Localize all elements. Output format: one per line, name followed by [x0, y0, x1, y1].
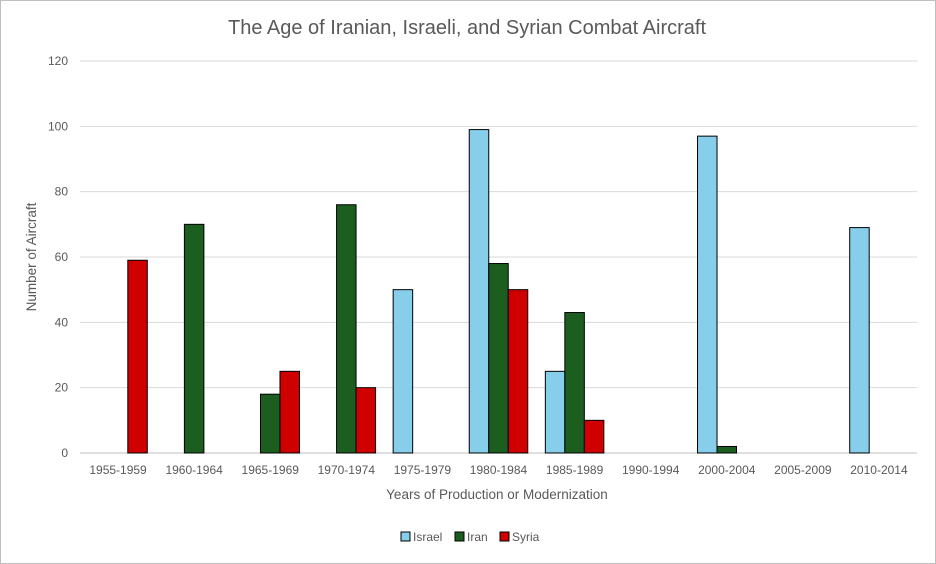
x-tick-label: 1980-1984: [470, 463, 528, 477]
bar-israel: [544, 370, 566, 454]
bar-iran: [336, 204, 357, 454]
y-tick-label: 100: [48, 119, 68, 133]
y-tick-label: 120: [48, 54, 68, 68]
bar-iran: [259, 393, 281, 454]
y-tick-label: 0: [61, 446, 68, 460]
legend-label-israel: Israel: [413, 530, 442, 544]
bar-israel: [468, 129, 490, 454]
x-tick-labels: 1955-1959 1960-1964 1965-1969 1970-1974 1975…: [89, 463, 908, 477]
x-tick-label: 1985-1989: [546, 463, 604, 477]
x-tick-label: 1990-1994: [622, 463, 680, 477]
legend-swatch-syria: [499, 531, 510, 542]
x-tick-label: 1975-1979: [394, 463, 452, 477]
chart-title: The Age of Iranian, Israeli, and Syrian …: [228, 17, 706, 39]
bar-syria: [583, 419, 605, 454]
bar-iran: [488, 263, 509, 454]
y-tick-labels: 0 20 40 60 80 100 120: [48, 54, 68, 460]
legend-swatch-iran: [454, 531, 465, 542]
x-tick-label: 2010-2014: [850, 463, 908, 477]
x-tick-label: 1965-1969: [242, 463, 300, 477]
bar-israel: [697, 135, 718, 454]
bar-iran: [716, 445, 738, 454]
bar-iran: [183, 223, 205, 454]
y-tick-label: 80: [55, 185, 69, 199]
x-tick-label: 2005-2009: [774, 463, 832, 477]
legend-label-syria: Syria: [512, 530, 540, 544]
y-axis-label: Number of Aircraft: [24, 202, 39, 311]
legend-swatch-israel: [400, 531, 411, 542]
bar-syria: [355, 387, 377, 454]
x-tick-label: 1955-1959: [89, 463, 147, 477]
bar-syria: [279, 370, 300, 454]
legend-label-iran: Iran: [467, 530, 488, 544]
bar-israel: [849, 227, 870, 454]
bar-syria: [127, 259, 148, 454]
bar-iran: [564, 312, 585, 454]
x-tick-label: 1970-1974: [318, 463, 376, 477]
bars: [127, 129, 870, 454]
x-axis-label: Years of Production or Modernization: [386, 487, 608, 502]
legend: Israel Iran Syria: [400, 530, 540, 544]
y-tick-label: 20: [55, 381, 69, 395]
x-tick-label: 1960-1964: [165, 463, 223, 477]
gridlines: [80, 60, 917, 454]
bar-israel: [392, 289, 414, 454]
bar-syria: [507, 289, 529, 454]
y-tick-label: 60: [55, 250, 69, 264]
x-tick-label: 2000-2004: [698, 463, 756, 477]
y-tick-label: 40: [55, 315, 69, 329]
